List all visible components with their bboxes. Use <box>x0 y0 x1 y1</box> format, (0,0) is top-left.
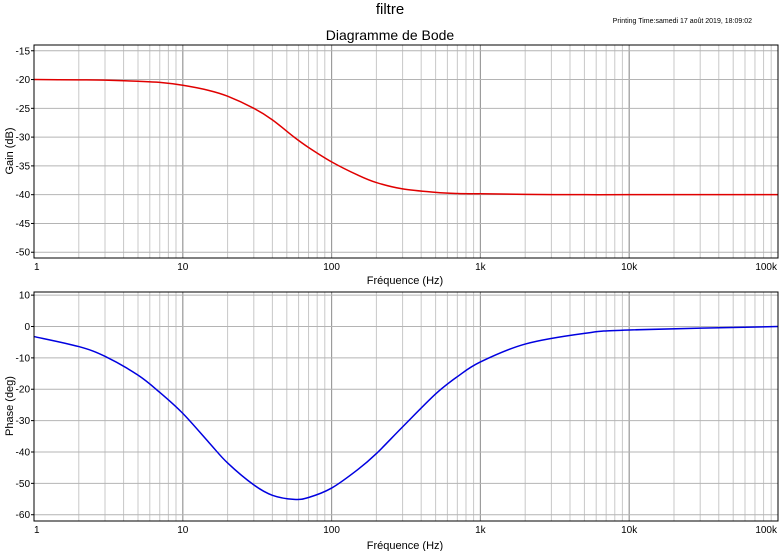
gain-y-tick-label: -35 <box>16 161 31 172</box>
window-title: filtre <box>375 1 405 18</box>
phase-y-tick-label: -60 <box>16 510 31 521</box>
gain-y-tick-label: -15 <box>16 46 31 57</box>
phase-x-tick-label: 10 <box>177 525 189 536</box>
gain-y-tick-label: -30 <box>16 133 31 144</box>
gain-series <box>33 78 778 196</box>
phase-plot-area <box>34 292 778 521</box>
phase-grid <box>34 292 779 521</box>
gain-y-tick-label: -40 <box>16 190 31 201</box>
phase-x-tick-label: 1k <box>475 525 487 536</box>
phase-y-tick-label: -30 <box>16 416 31 427</box>
gain-y-tick-label: -25 <box>16 104 31 115</box>
phase-x-tick-label: 1 <box>34 525 40 536</box>
phase-y-tick-label: -40 <box>16 447 31 458</box>
phase-x-tick-labels: 1 10 100 1k 10k 100k <box>34 525 778 536</box>
phase-plot-frame <box>33 291 779 522</box>
phase-plot: 100-10-20-30-40-50-60 1 10 100 1k 10k 100k Fr… <box>4 291 779 551</box>
phase-y-tick-label: -10 <box>16 353 31 364</box>
gain-x-tick-labels: 1 10 100 1k 10k 100k <box>34 262 778 273</box>
gain-x-tick-label: 100 <box>323 262 340 273</box>
gain-y-tick-label: -20 <box>16 75 31 86</box>
phase-y-tick-label: 10 <box>19 291 31 302</box>
phase-x-axis-title: Fréquence (Hz) <box>367 540 443 551</box>
gain-x-tick-label: 1 <box>34 262 40 273</box>
phase-x-tick-label: 10k <box>621 525 638 536</box>
phase-y-tick-label: -20 <box>16 385 31 396</box>
chart-title: Diagramme de Bode <box>326 27 455 43</box>
gain-plot-frame <box>33 44 779 259</box>
phase-y-tick-label: 0 <box>24 322 30 333</box>
gain-y-tick-label: -45 <box>16 219 31 230</box>
gain-plot: -15 -20 -25 -30 -35 -40 -45 -50 1 10 100 1k 10k 100k… <box>4 44 779 287</box>
gain-plot-area <box>34 45 778 258</box>
gain-y-axis-title: Gain (dB) <box>4 127 16 174</box>
phase-x-tick-label: 100 <box>323 525 340 536</box>
gain-x-axis-title: Fréquence (Hz) <box>367 275 443 287</box>
printing-time: Printing Time:samedi 17 août 2019, 18:09… <box>612 18 752 25</box>
gain-series-line-0 <box>33 78 778 196</box>
gain-x-tick-label: 10k <box>621 262 638 273</box>
phase-series-line-0 <box>33 325 779 501</box>
phase-y-tick-label: -50 <box>16 479 31 490</box>
gain-x-tick-label: 1k <box>475 262 487 273</box>
gain-x-tick-label: 100k <box>755 262 778 273</box>
phase-y-axis-title: Phase (deg) <box>4 376 16 436</box>
gain-grid <box>34 45 779 258</box>
phase-y-tick-labels: 10 0 -10 -20 -30 -40 -50 -60 <box>16 291 34 521</box>
phase-series <box>33 325 779 501</box>
gain-y-tick-labels: -15 -20 -25 -30 -35 -40 -45 -50 <box>16 46 34 259</box>
gain-y-tick-label: -50 <box>16 248 31 259</box>
gain-x-tick-label: 10 <box>177 262 189 273</box>
phase-x-tick-label: 100k <box>755 525 778 536</box>
